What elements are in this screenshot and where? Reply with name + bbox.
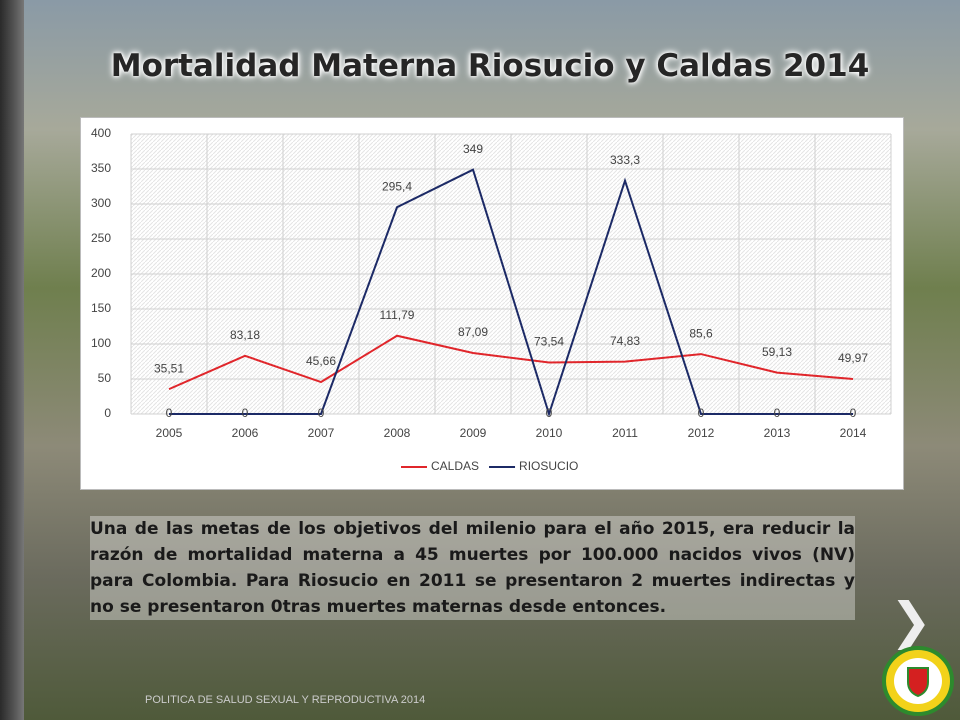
data-label: 111,79 <box>380 308 415 322</box>
x-tick-label: 2012 <box>688 426 715 440</box>
x-tick-label: 2005 <box>156 426 183 440</box>
data-label: 85,6 <box>689 326 713 340</box>
y-tick-label: 50 <box>98 371 112 385</box>
data-label: 0 <box>166 406 173 420</box>
x-tick-label: 2010 <box>536 426 563 440</box>
x-tick-label: 2008 <box>384 426 411 440</box>
legend-label: RIOSUCIO <box>519 459 578 473</box>
series-line <box>168 334 854 391</box>
y-tick-label: 300 <box>91 196 111 210</box>
logo <box>882 646 954 716</box>
data-label: 83,18 <box>230 328 260 342</box>
data-label: 87,09 <box>458 325 488 339</box>
x-tick-label: 2006 <box>232 426 259 440</box>
data-label: 0 <box>546 406 553 420</box>
y-tick-label: 350 <box>91 161 111 175</box>
data-label: 0 <box>698 406 705 420</box>
body-text: Una de las metas de los objetivos del mi… <box>90 516 855 620</box>
series-line <box>169 168 853 418</box>
data-label: 295,4 <box>382 179 412 193</box>
data-label: 0 <box>318 406 325 420</box>
data-label: 333,3 <box>610 153 640 167</box>
data-label: 35,51 <box>154 361 184 375</box>
x-tick-label: 2014 <box>840 426 867 440</box>
next-arrow[interactable]: ❯ <box>890 592 932 650</box>
x-tick-label: 2013 <box>764 426 791 440</box>
x-tick-label: 2007 <box>308 426 335 440</box>
legend-label: CALDAS <box>431 459 479 473</box>
data-label: 0 <box>774 406 781 420</box>
y-tick-label: 200 <box>91 266 111 280</box>
data-label: 73,54 <box>534 335 564 349</box>
data-label: 0 <box>850 406 857 420</box>
y-tick-label: 0 <box>104 406 111 420</box>
data-label: 45,66 <box>306 354 336 368</box>
y-tick-label: 100 <box>91 336 111 350</box>
footer: POLITICA DE SALUD SEXUAL Y REPRODUCTIVA … <box>145 694 426 706</box>
data-label: 74,83 <box>610 334 640 348</box>
slide-title: Mortalidad Materna Riosucio y Caldas 201… <box>110 48 870 84</box>
side-strip <box>0 0 24 720</box>
x-tick-label: 2011 <box>612 426 638 440</box>
y-tick-label: 400 <box>91 126 111 140</box>
data-label: 49,97 <box>838 351 868 365</box>
data-label: 349 <box>463 142 483 156</box>
data-label: 0 <box>242 406 249 420</box>
chart: 0 50 100 150 200 250 300 350 400 2005 2006 2007 2008… <box>80 117 904 490</box>
y-tick-label: 150 <box>91 301 111 315</box>
x-tick-label: 2009 <box>460 426 487 440</box>
y-tick-label: 250 <box>91 231 111 245</box>
data-label: 59,13 <box>762 345 792 359</box>
